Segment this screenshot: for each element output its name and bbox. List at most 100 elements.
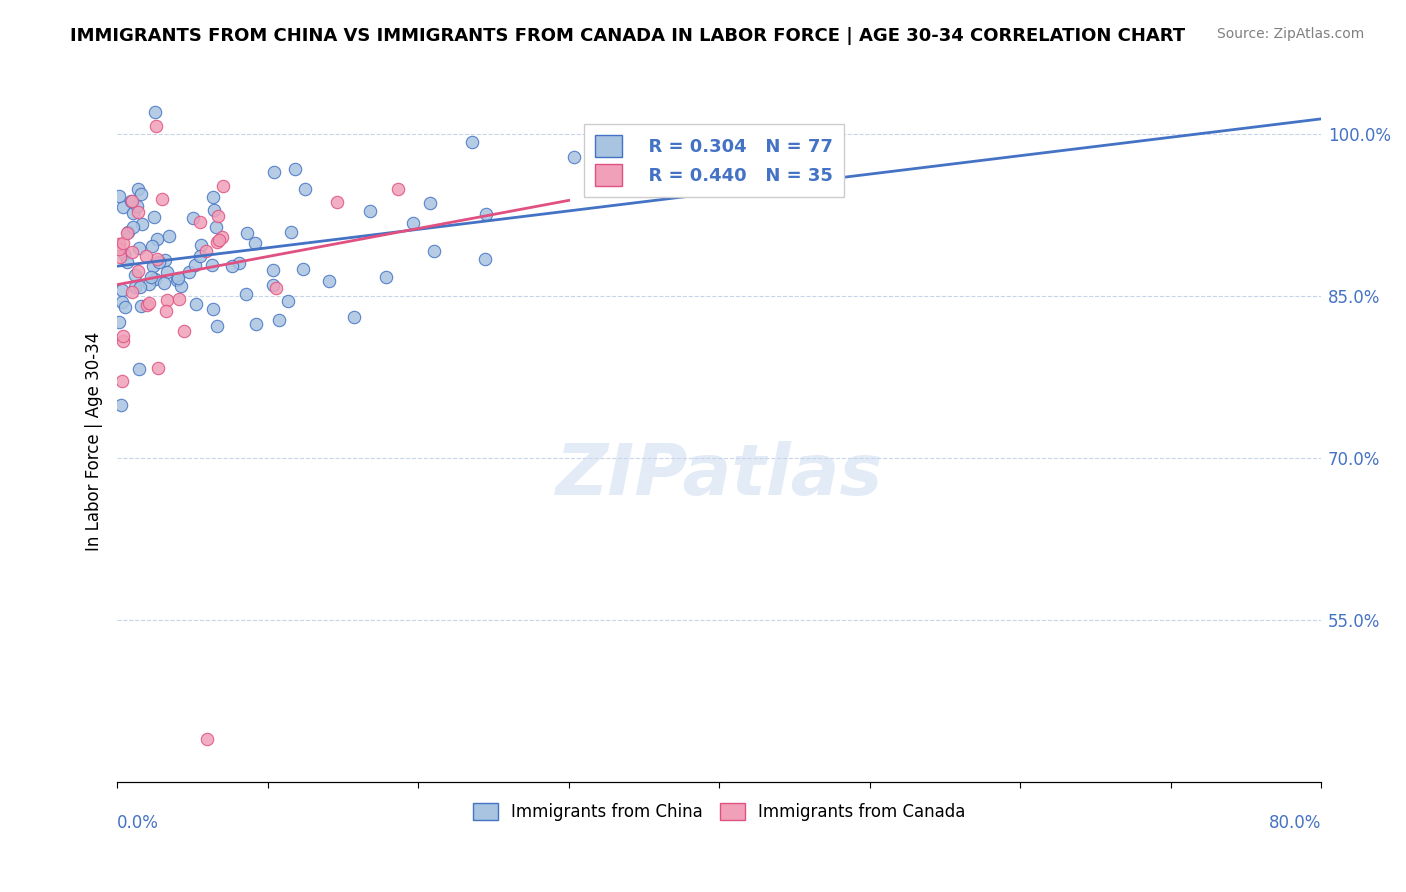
Point (138, 296, 160, 310)
Point (121, 244, 143, 259)
Point (141, 239, 163, 253)
Point (128, 241, 150, 255)
Point (277, 293, 299, 308)
Point (121, 194, 143, 208)
Point (112, 236, 135, 251)
Point (120, 194, 142, 208)
Point (112, 329, 135, 343)
Point (146, 252, 169, 267)
Point (142, 259, 165, 273)
Point (245, 318, 267, 332)
Point (201, 258, 224, 272)
Point (127, 181, 149, 195)
Point (139, 269, 162, 284)
Point (145, 232, 167, 246)
Point (125, 199, 148, 213)
Point (152, 276, 174, 290)
Text: 80.0%: 80.0% (1268, 814, 1322, 832)
Text: 0.0%: 0.0% (117, 814, 159, 832)
Point (262, 278, 284, 293)
Point (127, 264, 149, 278)
Point (402, 216, 425, 230)
Point (235, 286, 257, 301)
Point (148, 360, 170, 375)
Point (262, 262, 284, 277)
Point (205, 318, 228, 333)
Point (197, 731, 219, 746)
Point (111, 374, 134, 388)
Point (173, 324, 195, 338)
Point (205, 235, 228, 249)
Point (108, 236, 131, 251)
Text: IMMIGRANTS FROM CHINA VS IMMIGRANTS FROM CANADA IN LABOR FORCE | AGE 30-34 CORRE: IMMIGRANTS FROM CHINA VS IMMIGRANTS FROM… (70, 27, 1185, 45)
Point (169, 292, 191, 306)
Point (423, 244, 446, 258)
Point (326, 195, 349, 210)
Point (181, 211, 204, 226)
Point (122, 219, 145, 234)
Point (266, 281, 288, 295)
Point (474, 252, 496, 266)
Point (387, 182, 409, 196)
Point (108, 315, 131, 329)
Point (122, 205, 145, 219)
Point (114, 301, 136, 315)
Point (145, 120, 167, 134)
Point (194, 244, 217, 258)
Point (184, 296, 207, 310)
Point (183, 258, 205, 272)
Point (112, 200, 135, 214)
Point (138, 277, 160, 292)
Point (202, 301, 225, 316)
Text: Source: ZipAtlas.com: Source: ZipAtlas.com (1216, 27, 1364, 41)
Point (243, 235, 266, 250)
Point (374, 270, 396, 285)
Point (359, 203, 381, 218)
Point (221, 259, 243, 273)
Point (115, 255, 138, 269)
Point (129, 280, 152, 294)
Point (111, 294, 134, 309)
Point (202, 190, 225, 204)
Point (150, 192, 173, 206)
Point (121, 285, 143, 300)
Point (115, 226, 138, 240)
Point (112, 334, 135, 348)
Point (562, 150, 585, 164)
Point (107, 189, 129, 203)
Point (269, 313, 291, 327)
Point (318, 274, 340, 288)
Point (112, 247, 135, 261)
Point (166, 273, 188, 287)
Point (107, 242, 129, 256)
Point (263, 164, 285, 178)
Point (211, 229, 233, 244)
Point (155, 304, 177, 318)
Point (179, 265, 201, 279)
Point (131, 217, 153, 231)
Point (280, 225, 302, 239)
Point (208, 233, 231, 247)
Point (202, 203, 225, 218)
Text: ZIPatlas: ZIPatlas (555, 442, 883, 510)
Point (188, 215, 211, 229)
Point (156, 293, 179, 308)
Point (228, 256, 250, 270)
Point (136, 298, 159, 312)
Point (129, 186, 152, 201)
Legend: Immigrants from China, Immigrants from Canada: Immigrants from China, Immigrants from C… (467, 797, 972, 828)
Point (135, 249, 157, 263)
Point (142, 210, 165, 224)
Point (207, 209, 229, 223)
Point (461, 135, 484, 149)
Point (108, 250, 131, 264)
Point (343, 310, 366, 325)
Point (129, 299, 152, 313)
Point (294, 182, 316, 196)
Point (419, 196, 441, 211)
Point (148, 255, 170, 269)
Point (111, 283, 134, 297)
Point (117, 226, 139, 240)
Point (156, 264, 179, 278)
Point (110, 398, 132, 412)
